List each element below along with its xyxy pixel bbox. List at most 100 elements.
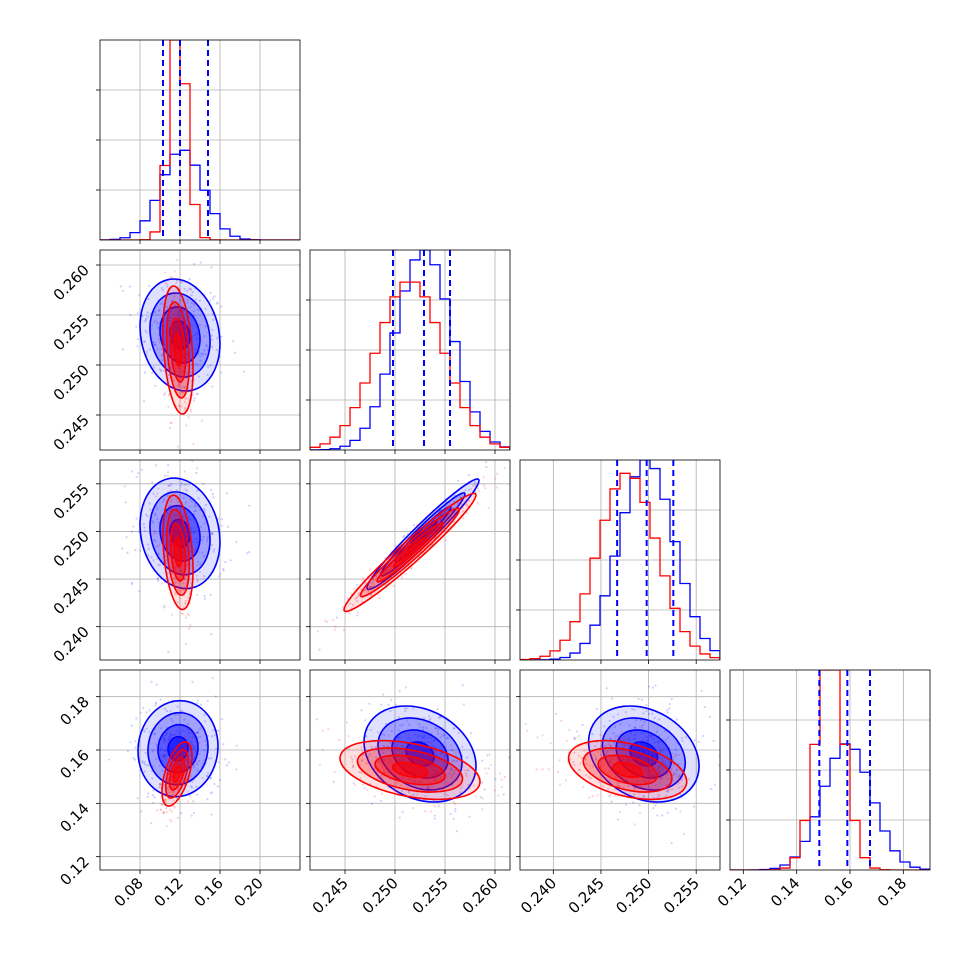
sample-point-red — [164, 757, 167, 760]
sample-point-blue — [398, 816, 401, 819]
sample-point-blue — [674, 807, 678, 811]
sample-point-red — [188, 749, 191, 752]
sample-point-blue — [209, 291, 212, 294]
sample-point-red — [381, 777, 384, 780]
sample-point-red — [180, 747, 183, 750]
sample-point-red — [185, 575, 189, 578]
sample-point-red — [591, 795, 594, 798]
sample-point-red — [414, 781, 417, 784]
sample-point-red — [384, 762, 387, 766]
sample-point-blue — [163, 499, 166, 502]
sample-point-red — [494, 477, 497, 480]
sample-point-red — [179, 761, 183, 764]
sample-point-red — [167, 505, 171, 508]
sample-point-blue — [173, 513, 176, 517]
sample-point-blue — [145, 350, 149, 353]
xtick-label-1-2: 0.255 — [409, 874, 452, 917]
sample-point-blue — [665, 784, 668, 787]
sample-point-red — [602, 769, 605, 772]
sample-point-blue — [417, 723, 421, 726]
sample-point-red — [378, 597, 381, 600]
sample-point-blue — [608, 719, 611, 723]
sample-point-blue — [166, 786, 169, 789]
sample-point-red — [623, 744, 626, 748]
sample-point-red — [427, 785, 430, 788]
sample-point-red — [647, 772, 651, 776]
sample-point-blue — [151, 520, 154, 523]
sample-point-blue — [202, 535, 205, 538]
sample-point-blue — [399, 724, 402, 727]
sample-point-red — [677, 779, 680, 782]
sample-point-blue — [134, 758, 137, 761]
sample-point-blue — [385, 771, 389, 775]
sample-point-red — [410, 794, 413, 797]
sample-point-red — [184, 757, 187, 761]
sample-point-red — [162, 786, 165, 789]
sample-point-red — [177, 755, 180, 758]
sample-point-blue — [692, 805, 696, 808]
contour-red-3 — [392, 536, 428, 568]
sample-point-red — [387, 734, 391, 737]
sample-point-red — [185, 364, 188, 367]
sample-point-blue — [185, 319, 188, 323]
sample-point-blue — [192, 540, 195, 543]
sample-point-blue — [210, 543, 214, 547]
sample-point-red — [196, 593, 199, 596]
sample-point-red — [448, 502, 451, 505]
sample-point-blue — [412, 793, 416, 796]
sample-point-blue — [194, 298, 198, 301]
sample-point-blue — [132, 525, 135, 528]
sample-point-red — [182, 755, 185, 758]
sample-point-red — [174, 783, 177, 787]
sample-point-blue — [186, 564, 189, 567]
sample-point-blue — [640, 726, 644, 729]
sample-point-red — [189, 410, 193, 413]
sample-point-blue — [157, 521, 161, 524]
sample-point-blue — [162, 735, 166, 738]
contour-red-3 — [612, 761, 644, 779]
sample-point-blue — [674, 773, 677, 776]
sample-point-red — [667, 788, 671, 791]
sample-point-red — [175, 513, 178, 516]
sample-point-red — [172, 793, 175, 796]
panel-0-0 — [96, 39, 301, 244]
panel-3-1 — [306, 669, 511, 874]
sample-point-blue — [217, 729, 220, 733]
sample-point-blue — [152, 366, 155, 369]
sample-point-red — [177, 366, 180, 369]
density-fill-red-3 — [173, 765, 181, 782]
sample-point-blue — [141, 314, 144, 318]
sample-point-blue — [631, 707, 634, 710]
sample-point-red — [424, 761, 427, 764]
sample-point-blue — [193, 397, 196, 400]
sample-point-red — [628, 745, 631, 748]
sample-point-red — [192, 748, 196, 751]
sample-point-blue — [191, 744, 195, 747]
sample-point-blue — [235, 744, 238, 747]
sample-point-blue — [635, 730, 638, 733]
sample-point-blue — [450, 768, 453, 772]
sample-point-red — [179, 763, 182, 766]
sample-point-blue — [145, 319, 148, 322]
sample-point-red — [584, 757, 587, 760]
sample-point-blue — [203, 522, 206, 525]
sample-point-red — [481, 797, 484, 800]
sample-point-red — [446, 517, 449, 520]
sample-point-red — [383, 759, 386, 762]
sample-point-red — [182, 752, 185, 755]
sample-point-blue — [146, 316, 149, 319]
sample-point-red — [461, 784, 464, 787]
sample-point-red — [175, 258, 179, 261]
sample-point-red — [468, 499, 471, 503]
sample-point-blue — [131, 530, 134, 533]
sample-point-red — [500, 786, 503, 789]
sample-point-blue — [211, 313, 214, 316]
sample-point-red — [441, 527, 444, 530]
sample-point-red — [357, 592, 360, 595]
sample-point-red — [179, 299, 182, 302]
sample-point-blue — [216, 301, 219, 304]
sample-point-blue — [86, 299, 88, 301]
sample-point-red — [377, 593, 380, 597]
sample-point-red — [680, 785, 683, 789]
sample-point-red — [369, 587, 372, 591]
